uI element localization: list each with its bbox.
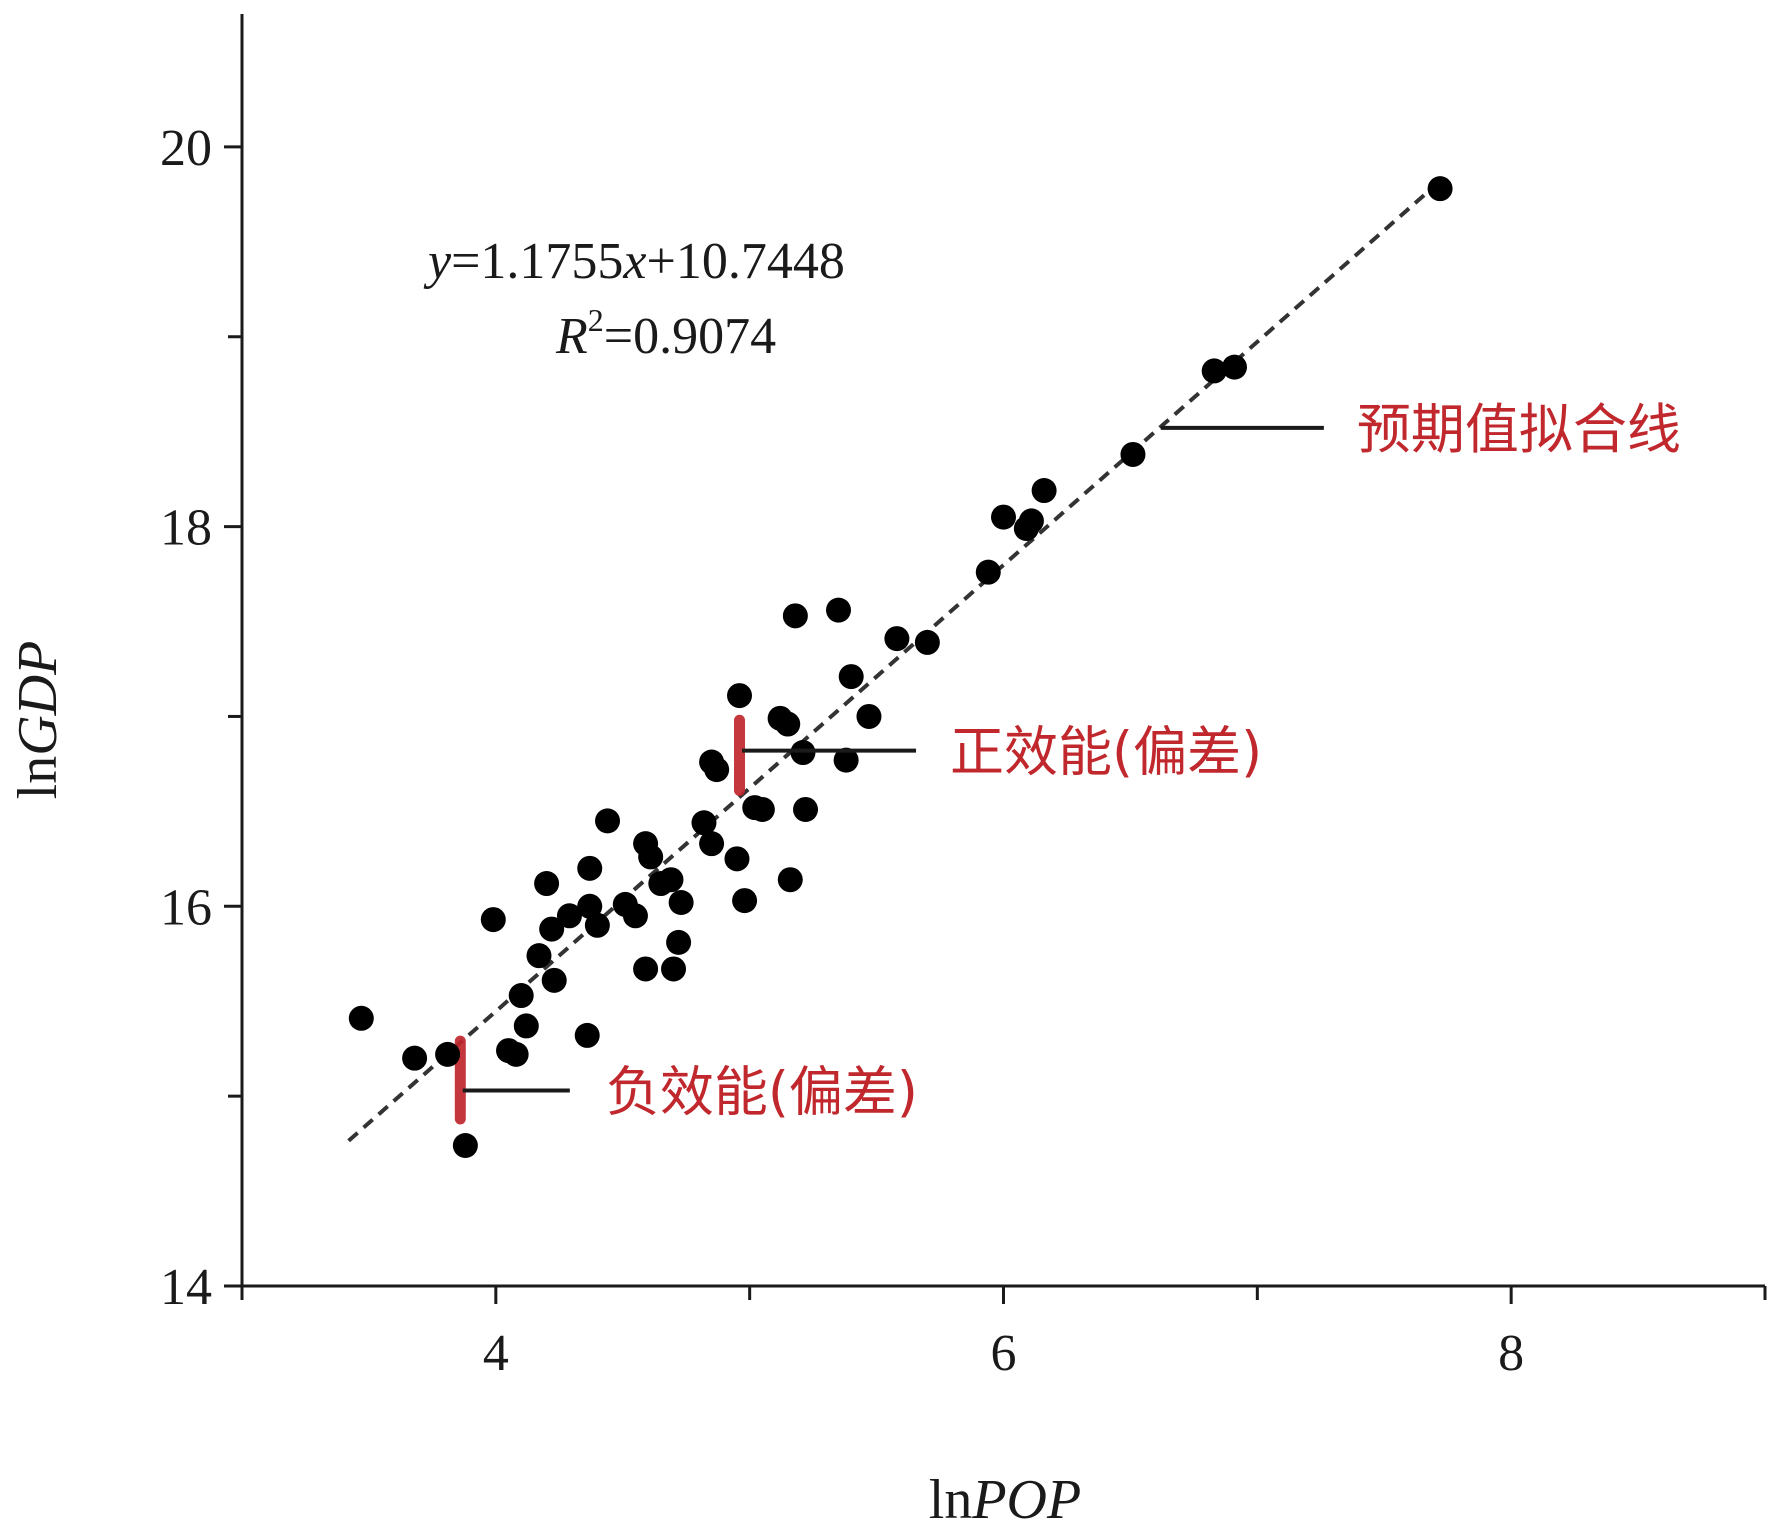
equation-rest: +10.7448 bbox=[647, 233, 845, 290]
x-tick-label: 4 bbox=[483, 1325, 509, 1382]
data-point bbox=[833, 747, 859, 773]
data-point bbox=[526, 943, 552, 969]
data-point bbox=[991, 504, 1016, 530]
data-points-layer bbox=[348, 176, 1453, 1159]
data-point bbox=[348, 1005, 374, 1031]
data-point bbox=[914, 629, 940, 655]
data-point bbox=[1427, 176, 1453, 202]
data-point bbox=[574, 1022, 600, 1048]
data-point bbox=[749, 796, 775, 822]
annotation-label: 预期值拟合线 bbox=[1357, 398, 1681, 461]
data-point bbox=[975, 559, 1001, 585]
r-squared-rest: =0.9074 bbox=[604, 308, 776, 365]
y-axis-label-prefix: ln bbox=[7, 756, 69, 800]
x-axis-label-prefix: ln bbox=[929, 1469, 973, 1531]
x-tick-label: 8 bbox=[1498, 1325, 1524, 1382]
data-point bbox=[584, 912, 610, 938]
y-axis-label: lnGDP bbox=[7, 641, 69, 800]
data-point bbox=[1221, 354, 1247, 380]
data-point bbox=[577, 893, 603, 919]
data-point bbox=[534, 871, 560, 897]
data-point bbox=[777, 867, 803, 893]
axes: 4 6 8 14 16 18 20 bbox=[160, 14, 1767, 1382]
data-point bbox=[1201, 358, 1227, 384]
deviation-bars-layer bbox=[454, 714, 746, 1125]
data-point bbox=[699, 831, 725, 857]
data-point bbox=[826, 597, 852, 623]
data-point bbox=[727, 683, 753, 709]
data-point bbox=[503, 1041, 529, 1067]
equation-y: y bbox=[423, 233, 452, 290]
data-point bbox=[661, 956, 687, 982]
data-point bbox=[480, 907, 506, 933]
data-point bbox=[1120, 441, 1146, 467]
data-point bbox=[539, 916, 565, 942]
data-point bbox=[513, 1013, 539, 1039]
data-point bbox=[668, 890, 694, 916]
equation-x: x bbox=[622, 233, 646, 290]
x-axis-label-var: POP bbox=[971, 1469, 1081, 1531]
y-tick-label: 14 bbox=[160, 1259, 212, 1316]
data-point bbox=[856, 703, 882, 729]
equation-eq: =1.1755 bbox=[451, 233, 623, 290]
data-point bbox=[782, 603, 808, 629]
data-point bbox=[691, 810, 717, 836]
x-axis-label: lnPOP bbox=[929, 1469, 1081, 1531]
data-point bbox=[508, 983, 534, 1009]
data-point bbox=[638, 844, 664, 870]
data-point bbox=[1018, 508, 1044, 534]
data-point bbox=[793, 796, 819, 822]
data-point bbox=[577, 855, 603, 881]
y-tick-label: 16 bbox=[160, 879, 212, 936]
fit-line-layer bbox=[347, 177, 1444, 1143]
data-point bbox=[595, 808, 621, 834]
regression-equation: y=1.1755x+10.7448 bbox=[423, 233, 845, 290]
data-point bbox=[666, 929, 692, 955]
annotation-label: 负效能(偏差) bbox=[606, 1060, 918, 1123]
data-point bbox=[622, 903, 648, 929]
data-point bbox=[435, 1041, 461, 1067]
x-tick-label: 6 bbox=[991, 1325, 1017, 1382]
data-point bbox=[452, 1133, 478, 1159]
y-tick-label: 18 bbox=[160, 500, 212, 557]
y-axis-label-var: GDP bbox=[7, 641, 69, 756]
r-squared-sup: 2 bbox=[588, 302, 604, 338]
y-tick-label: 20 bbox=[160, 120, 212, 177]
data-point bbox=[1031, 478, 1057, 504]
annotation-label: 正效能(偏差) bbox=[950, 721, 1262, 784]
data-point bbox=[704, 757, 730, 783]
data-point bbox=[556, 903, 582, 929]
data-point bbox=[541, 967, 567, 993]
data-point bbox=[775, 711, 801, 737]
data-point bbox=[658, 867, 684, 893]
data-point bbox=[724, 846, 750, 872]
regression-fit-line bbox=[347, 177, 1444, 1143]
data-point bbox=[884, 626, 910, 652]
data-point bbox=[633, 956, 659, 982]
data-point bbox=[732, 888, 758, 914]
r-squared: R2=0.9074 bbox=[555, 302, 776, 365]
data-point bbox=[402, 1045, 428, 1071]
data-point bbox=[838, 664, 864, 690]
r-squared-r: R bbox=[555, 308, 588, 365]
